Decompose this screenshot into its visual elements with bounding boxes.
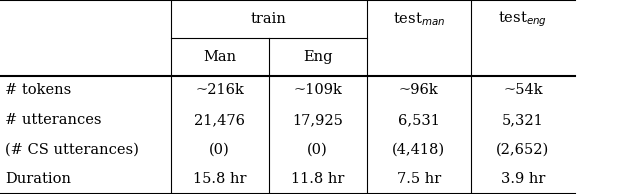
Text: (0): (0)	[209, 142, 230, 156]
Text: # utterances: # utterances	[5, 113, 102, 127]
Text: 5,321: 5,321	[502, 113, 544, 127]
Text: ~216k: ~216k	[195, 83, 244, 97]
Text: 3.9 hr: 3.9 hr	[501, 172, 545, 186]
Text: (4,418): (4,418)	[392, 142, 446, 156]
Text: (0): (0)	[307, 142, 328, 156]
Text: ~96k: ~96k	[399, 83, 439, 97]
Text: (2,652): (2,652)	[496, 142, 550, 156]
Text: ~54k: ~54k	[503, 83, 543, 97]
Text: 15.8 hr: 15.8 hr	[193, 172, 246, 186]
Text: (# CS utterances): (# CS utterances)	[5, 142, 139, 156]
Text: ~109k: ~109k	[293, 83, 342, 97]
Text: 7.5 hr: 7.5 hr	[396, 172, 441, 186]
Text: Man: Man	[203, 50, 236, 64]
Text: Eng: Eng	[303, 50, 332, 64]
Text: 21,476: 21,476	[194, 113, 245, 127]
Text: # tokens: # tokens	[5, 83, 71, 97]
Text: train: train	[251, 12, 286, 26]
Text: 6,531: 6,531	[398, 113, 440, 127]
Text: 17,925: 17,925	[292, 113, 343, 127]
Text: Duration: Duration	[5, 172, 71, 186]
Text: test$_{man}$: test$_{man}$	[392, 10, 445, 28]
Text: 11.8 hr: 11.8 hr	[291, 172, 344, 186]
Text: test$_{eng}$: test$_{eng}$	[499, 9, 547, 29]
